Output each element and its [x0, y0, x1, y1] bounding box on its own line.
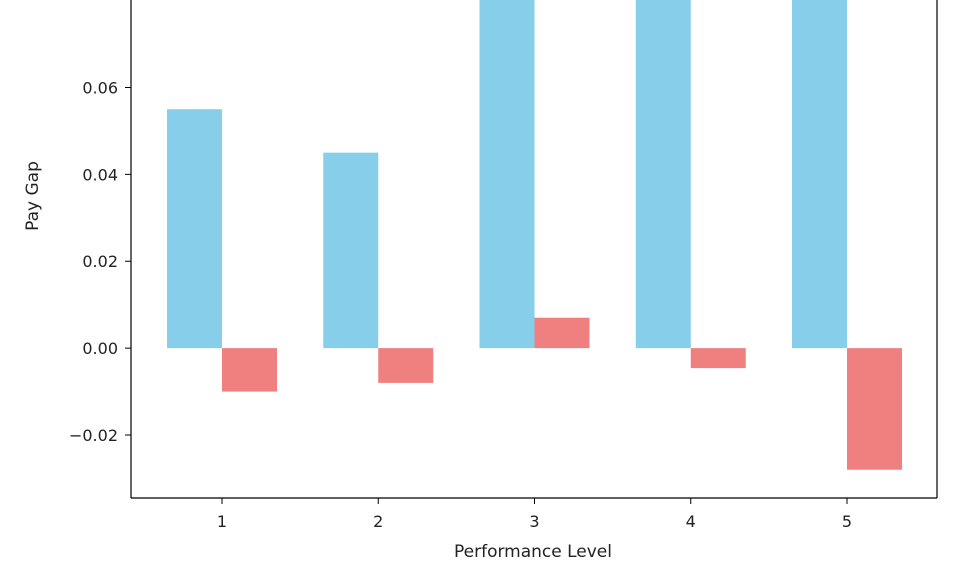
x-tick-label: 5 [842, 512, 852, 531]
bar-series1-level-5 [792, 0, 847, 349]
bar-series2-level-5 [847, 348, 902, 470]
bar-series2-level-3 [534, 317, 590, 349]
bar-series2-level-2 [378, 348, 434, 383]
bar-series2-level-4 [690, 348, 746, 369]
x-tick-label: 3 [529, 512, 539, 531]
y-tick-label: 0.02 [82, 252, 118, 271]
bar-series1-level-4 [635, 0, 691, 349]
x-axis-label: Performance Level [454, 542, 612, 562]
y-axis-label: Pay Gap [23, 161, 43, 231]
x-tick-label: 1 [217, 512, 227, 531]
bar-series1-level-2 [323, 152, 379, 349]
bar-series2-level-1 [222, 348, 277, 392]
y-tick-label: 0.04 [82, 165, 118, 184]
x-tick-label: 2 [373, 512, 383, 531]
y-tick-label: 0.06 [82, 78, 118, 97]
axes-group: −0.02 0.00 0.02 0.04 0.06 1 2 3 4 5 [69, 0, 938, 531]
bar-series1-level-1 [167, 109, 222, 349]
y-tick-label: 0.00 [82, 339, 118, 358]
x-tick-label: 4 [686, 512, 696, 531]
y-tick-label: −0.02 [69, 426, 118, 445]
bars-group [167, 0, 902, 470]
bar-series1-level-3 [479, 0, 535, 349]
